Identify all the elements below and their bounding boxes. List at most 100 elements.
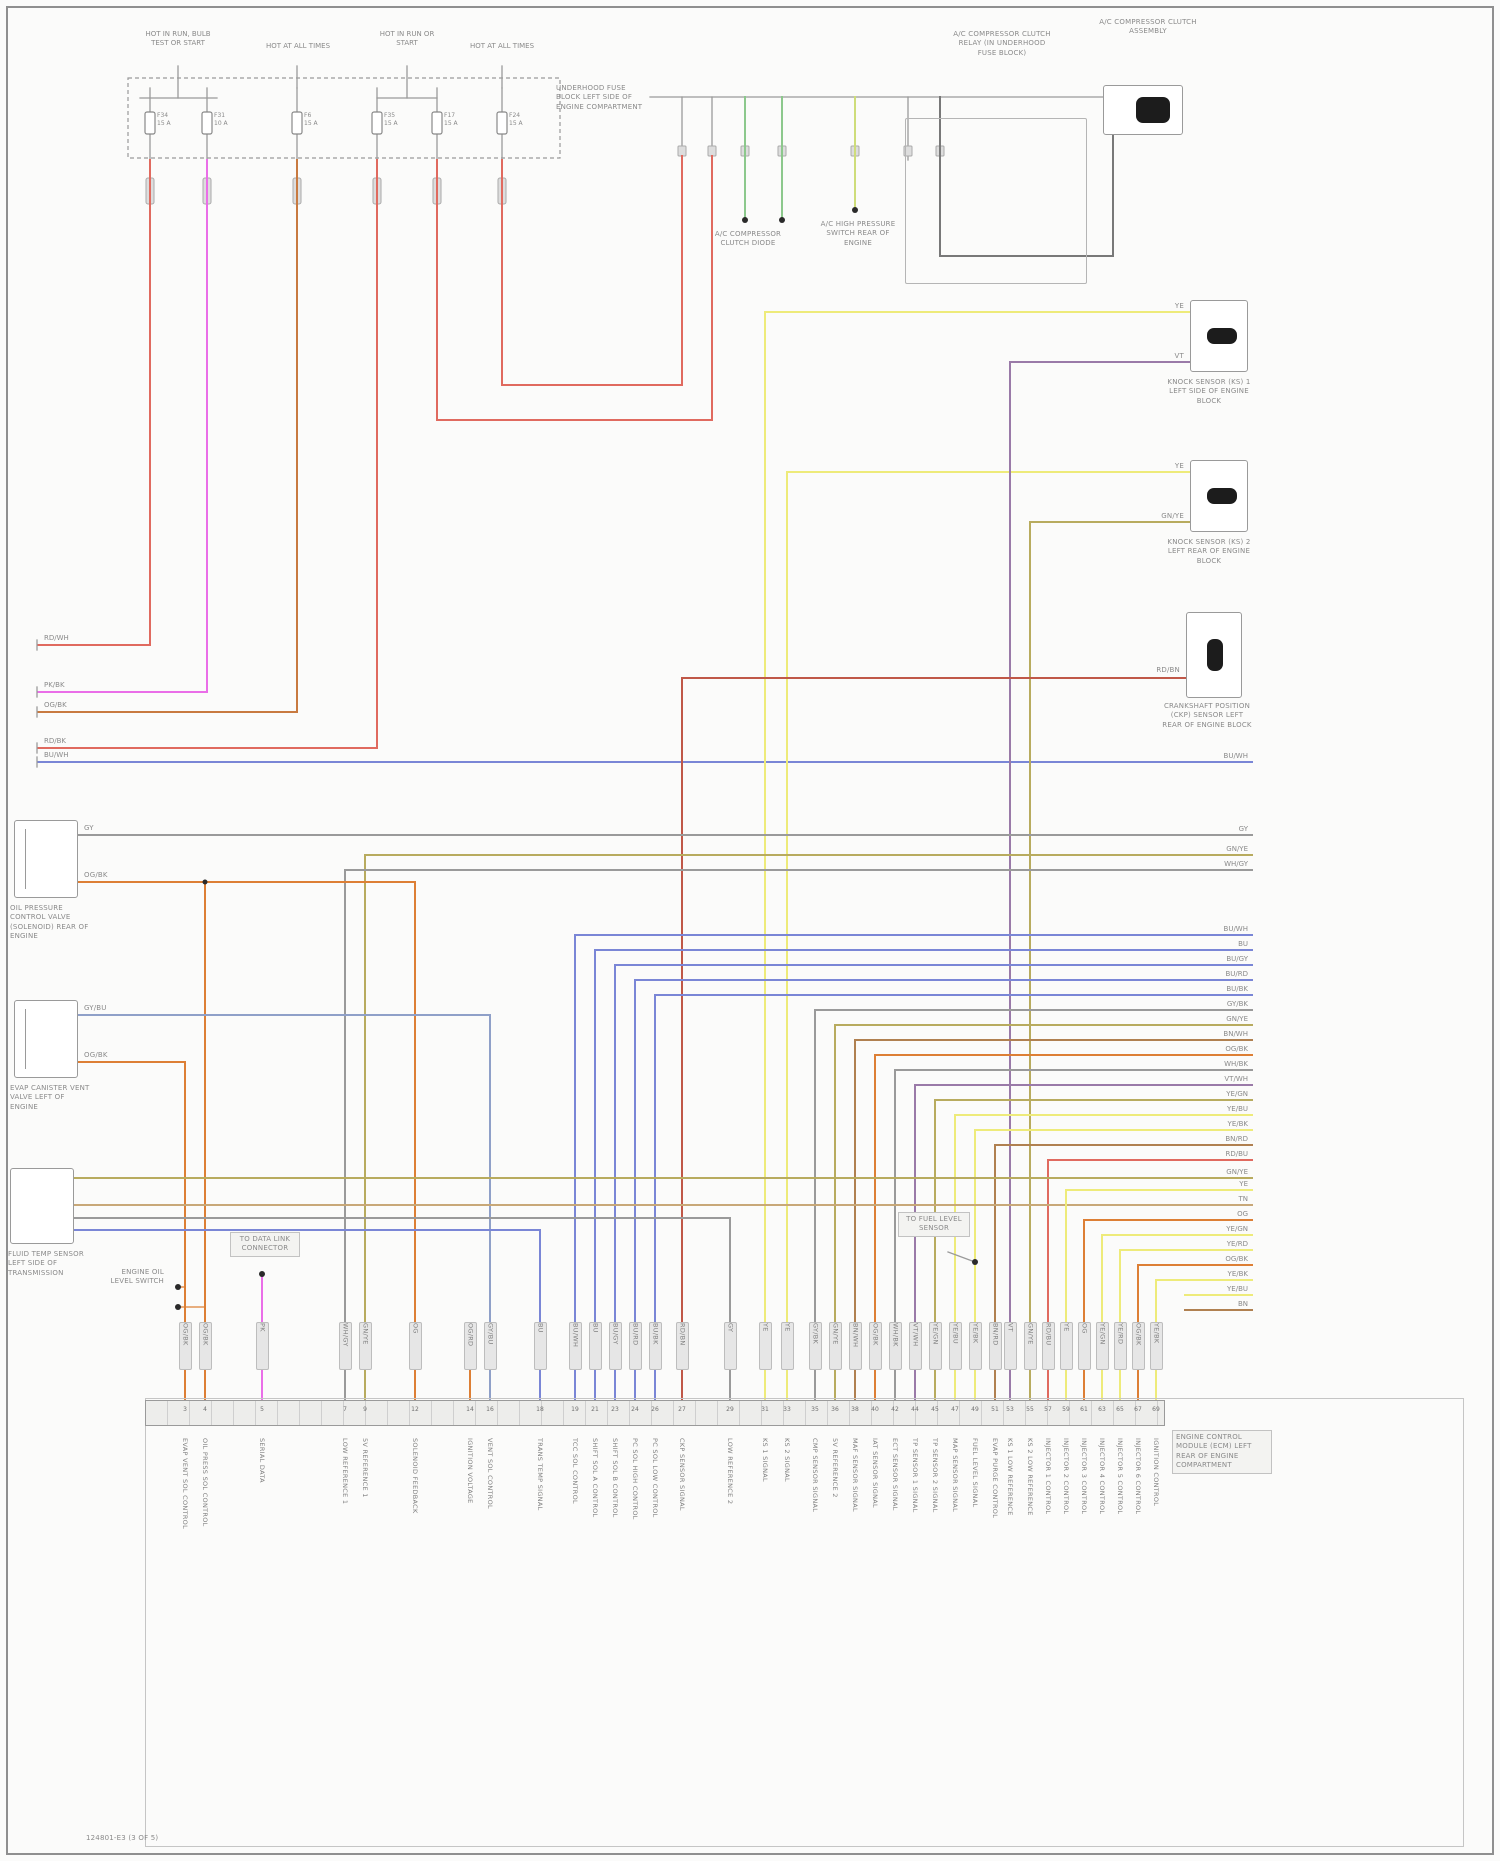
pin-connector-box: RD/BN [676, 1322, 689, 1370]
pin-number: 65 [1116, 1406, 1124, 1413]
pin-function-label: EVAP PURGE CONTROL [991, 1438, 999, 1519]
ecm-pin: YE/RD 65 INJECTOR 5 CONTROL [1113, 1322, 1127, 1842]
pin-function-label: KS 1 SIGNAL [761, 1438, 769, 1482]
ecm-pin: OG 61 INJECTOR 3 CONTROL [1077, 1322, 1091, 1842]
fuse-symbols [144, 87, 508, 161]
pin-function-label: PC SOL LOW CONTROL [651, 1438, 659, 1518]
vent-valve-pin-bottom-label: OG/BK [84, 1051, 108, 1059]
pin-connector-box: PK [256, 1322, 269, 1370]
ecm-pin: VT/WH 44 TP SENSOR 1 SIGNAL [908, 1322, 922, 1842]
wire-code-label: PK/BK [44, 681, 65, 689]
pin-wire-code: OG/BK [181, 1323, 190, 1346]
pin-wire-code: GY/BK [811, 1323, 820, 1345]
oil-valve-pin-bottom-label: OG/BK [84, 871, 108, 879]
pin-function-label: IGNITION VOLTAGE [466, 1438, 474, 1504]
pin-connector-box: GN/YE [359, 1322, 372, 1370]
pin-function-label: TP SENSOR 1 SIGNAL [911, 1438, 919, 1513]
pin-connector-box: BU [589, 1322, 602, 1370]
fuse-id: F31 [214, 112, 226, 119]
pin-number: 44 [911, 1406, 919, 1413]
pin-function-label: INJECTOR 5 CONTROL [1116, 1438, 1124, 1515]
pin-wire-code: YE/BU [951, 1323, 960, 1344]
pin-number: 61 [1080, 1406, 1088, 1413]
ecm-pin: GN/YE 9 5V REFERENCE 1 [358, 1322, 372, 1842]
fuse-id: F34 [157, 112, 169, 119]
pin-wire-code: YE/BK [971, 1323, 980, 1344]
pin-function-label: FUEL LEVEL SIGNAL [971, 1438, 979, 1508]
wire-code-label: GN/YE [1226, 845, 1248, 853]
wire-code-label: BU/RD [1225, 970, 1248, 978]
pin-number: 18 [536, 1406, 544, 1413]
pin-number: 5 [260, 1406, 264, 1413]
pin-connector-box: OG/RD [464, 1322, 477, 1370]
knock-sensor-1-connector [1190, 300, 1248, 372]
ckp-pin-label: RD/BN [1156, 666, 1180, 674]
connector-blob-icon [1136, 97, 1170, 123]
ecm-pin: BU/RD 24 PC SOL HIGH CONTROL [628, 1322, 642, 1842]
pin-function-label: 5V REFERENCE 2 [831, 1438, 839, 1498]
pin-connector-box: YE [1060, 1322, 1073, 1370]
splice-dots [175, 207, 978, 1310]
pin-function-label: IGNITION CONTROL [1152, 1438, 1160, 1507]
pin-number: 35 [811, 1406, 819, 1413]
wire-code-label: OG/BK [1225, 1255, 1248, 1263]
ecm-pin: OG/RD 14 IGNITION VOLTAGE [463, 1322, 477, 1842]
pin-connector-box: BU/BK [649, 1322, 662, 1370]
fuse-id: F24 [509, 112, 521, 119]
pin-function-label: IAT SENSOR SIGNAL [871, 1438, 879, 1508]
pin-number: 45 [931, 1406, 939, 1413]
wire-code-label: RD/BK [44, 737, 67, 745]
pin-function-label: PC SOL HIGH CONTROL [631, 1438, 639, 1520]
ecm-pin: OG/BK 40 IAT SENSOR SIGNAL [868, 1322, 882, 1842]
pin-number: 31 [761, 1406, 769, 1413]
dlc-label: TO DATA LINK CONNECTOR [230, 1232, 300, 1257]
pin-wire-code: BN/WH [851, 1323, 860, 1348]
wire-code-label: BN [1237, 1300, 1248, 1308]
connector-detail [25, 829, 26, 889]
pin-wire-code: OG/BK [1134, 1323, 1143, 1346]
fuse-block-label: UNDERHOOD FUSE BLOCK LEFT SIDE OF ENGINE… [556, 84, 643, 111]
pin-connector-box: YE [759, 1322, 772, 1370]
wire-code-label: TN [1238, 1195, 1248, 1203]
oil-pressure-valve-caption: OIL PRESSURE CONTROL VALVE (SOLENOID) RE… [10, 904, 89, 941]
ecm-connector-strip [145, 1400, 1165, 1426]
fuse-amp-rating: 15 A [157, 119, 171, 127]
pin-function-label: LOW REFERENCE 2 [726, 1438, 734, 1505]
pin-connector-box: GY/BU [484, 1322, 497, 1370]
pin-wire-code: WH/BK [891, 1323, 900, 1347]
pin-number: 14 [466, 1406, 474, 1413]
pin-function-label: EVAP VENT SOL CONTROL [181, 1438, 189, 1529]
ecm-module-outline [145, 1398, 1464, 1847]
pin-connector-box: RD/BU [1042, 1322, 1055, 1370]
pin-wire-code: YE/RD [1116, 1323, 1125, 1345]
ckp-sensor-connector [1186, 612, 1242, 698]
pin-number: 9 [363, 1406, 367, 1413]
ecm-pin: YE 31 KS 1 SIGNAL [758, 1322, 772, 1842]
fuse-label: F34 15 A [157, 112, 171, 127]
fuse-group-header: HOT IN RUN, BULB TEST OR START [145, 30, 211, 48]
ks2-pin-top-label: YE [1174, 462, 1184, 470]
fuse-feed-lines [139, 65, 1104, 161]
ecm-pin: GN/YE 55 KS 2 LOW REFERENCE [1023, 1322, 1037, 1842]
ecm-pin: BU/GY 23 SHIFT SOL B CONTROL [608, 1322, 622, 1842]
pin-number: 3 [183, 1406, 187, 1413]
pin-wire-code: GN/YE [831, 1323, 840, 1345]
pin-number: 53 [1006, 1406, 1014, 1413]
pin-connector-box: YE/GN [1096, 1322, 1109, 1370]
diagram-id: 124801-E3 (3 OF 5) [86, 1834, 159, 1842]
ecm-pin: GY/BU 16 VENT SOL CONTROL [483, 1322, 497, 1842]
pin-function-label: KS 2 LOW REFERENCE [1026, 1438, 1034, 1516]
pin-number: 19 [571, 1406, 579, 1413]
wire-code-label: BN/RD [1225, 1135, 1248, 1143]
pin-number: 67 [1134, 1406, 1142, 1413]
ac-compressor-label: A/C COMPRESSOR CLUTCH ASSEMBLY [1099, 18, 1197, 36]
pin-wire-code: YE/BK [1152, 1323, 1161, 1344]
ks2-pin-bottom-label: GN/YE [1161, 512, 1184, 520]
pin-function-label: INJECTOR 6 CONTROL [1134, 1438, 1142, 1515]
pin-connector-box: OG/BK [869, 1322, 882, 1370]
ecm-pin: YE 59 INJECTOR 2 CONTROL [1059, 1322, 1073, 1842]
fuse-id: F6 [304, 112, 312, 119]
pin-number: 57 [1044, 1406, 1052, 1413]
pin-number: 4 [203, 1406, 207, 1413]
fuse-block-outline [127, 77, 561, 159]
